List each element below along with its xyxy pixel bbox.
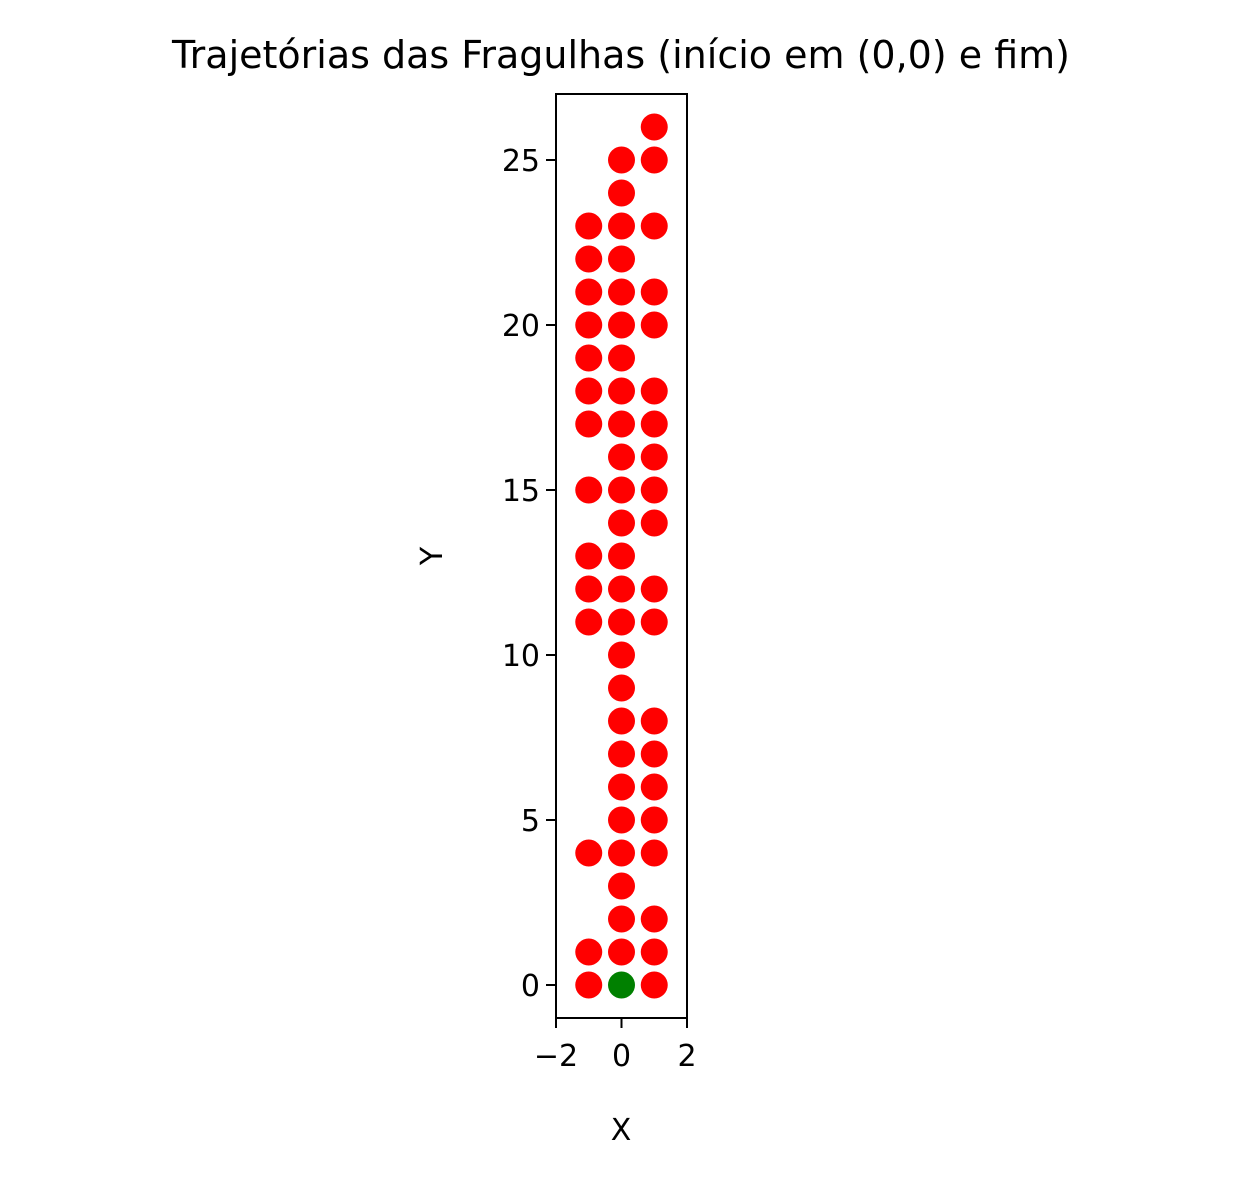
data-point-s1-0 (608, 971, 635, 999)
data-point-s0-43 (608, 344, 635, 372)
y-tick-label-0: 0 (521, 969, 540, 1004)
data-point-s0-27 (575, 542, 603, 570)
chart-title: Trajetórias das Fragulhas (início em (0,… (171, 33, 1070, 77)
data-point-s0-7 (608, 872, 635, 900)
data-point-s0-23 (640, 608, 668, 636)
data-point-s0-32 (608, 476, 635, 504)
data-point-s0-33 (640, 476, 668, 504)
data-point-s0-51 (608, 245, 635, 273)
x-tick-label-0: −2 (534, 1039, 578, 1074)
data-point-s0-30 (640, 509, 668, 537)
data-point-s0-38 (640, 410, 668, 438)
data-point-s0-24 (575, 575, 603, 603)
y-tick-label-4: 20 (502, 309, 540, 344)
data-point-s0-49 (640, 278, 668, 306)
data-point-s0-6 (640, 905, 668, 933)
y-tick-label-2: 10 (502, 639, 540, 674)
y-tick-label-3: 15 (502, 474, 540, 509)
data-point-s0-26 (640, 575, 668, 603)
data-point-s0-21 (575, 608, 603, 636)
data-point-s0-47 (575, 278, 603, 306)
data-point-s0-15 (608, 740, 635, 768)
data-point-s0-10 (640, 839, 668, 867)
data-point-s0-20 (608, 641, 635, 669)
data-point-s0-3 (608, 938, 635, 966)
data-point-s0-54 (640, 212, 668, 240)
data-point-s0-42 (575, 344, 603, 372)
data-point-s0-9 (608, 839, 635, 867)
data-point-s0-28 (608, 542, 635, 570)
data-point-s0-31 (575, 476, 603, 504)
data-point-s0-58 (640, 113, 668, 141)
y-tick-label-1: 5 (521, 804, 540, 839)
data-point-s0-12 (640, 806, 668, 834)
data-point-s0-57 (640, 146, 668, 174)
data-point-s0-41 (640, 377, 668, 405)
data-point-s0-25 (608, 575, 635, 603)
data-point-s0-45 (608, 311, 635, 339)
data-point-s0-0 (575, 971, 603, 999)
data-point-s0-53 (608, 212, 635, 240)
data-point-s0-11 (608, 806, 635, 834)
data-point-s0-1 (640, 971, 668, 999)
data-point-s0-55 (608, 179, 635, 207)
data-point-s0-19 (608, 674, 635, 702)
x-tick-label-1: 0 (612, 1039, 631, 1074)
data-point-s0-50 (575, 245, 603, 273)
data-point-s0-37 (608, 410, 635, 438)
data-point-s0-13 (608, 773, 635, 801)
data-point-s0-14 (640, 773, 668, 801)
data-point-s0-36 (575, 410, 603, 438)
data-point-s0-17 (608, 707, 635, 735)
data-point-s0-46 (640, 311, 668, 339)
x-axis-label: X (611, 1113, 632, 1148)
y-tick-label-5: 25 (502, 144, 540, 179)
data-point-s0-5 (608, 905, 635, 933)
data-point-s0-56 (608, 146, 635, 174)
data-point-s0-44 (575, 311, 603, 339)
data-point-s0-35 (640, 443, 668, 471)
data-point-s0-40 (608, 377, 635, 405)
data-point-s0-39 (575, 377, 603, 405)
plot-area (575, 113, 668, 999)
data-point-s0-16 (640, 740, 668, 768)
data-point-s0-48 (608, 278, 635, 306)
y-axis-label: Y (415, 546, 450, 566)
data-point-s0-34 (608, 443, 635, 471)
data-point-s0-29 (608, 509, 635, 537)
data-point-s0-18 (640, 707, 668, 735)
data-point-s0-8 (575, 839, 603, 867)
data-point-s0-52 (575, 212, 603, 240)
data-point-s0-22 (608, 608, 635, 636)
data-point-s0-4 (640, 938, 668, 966)
x-tick-label-2: 2 (677, 1039, 696, 1074)
data-point-s0-2 (575, 938, 603, 966)
